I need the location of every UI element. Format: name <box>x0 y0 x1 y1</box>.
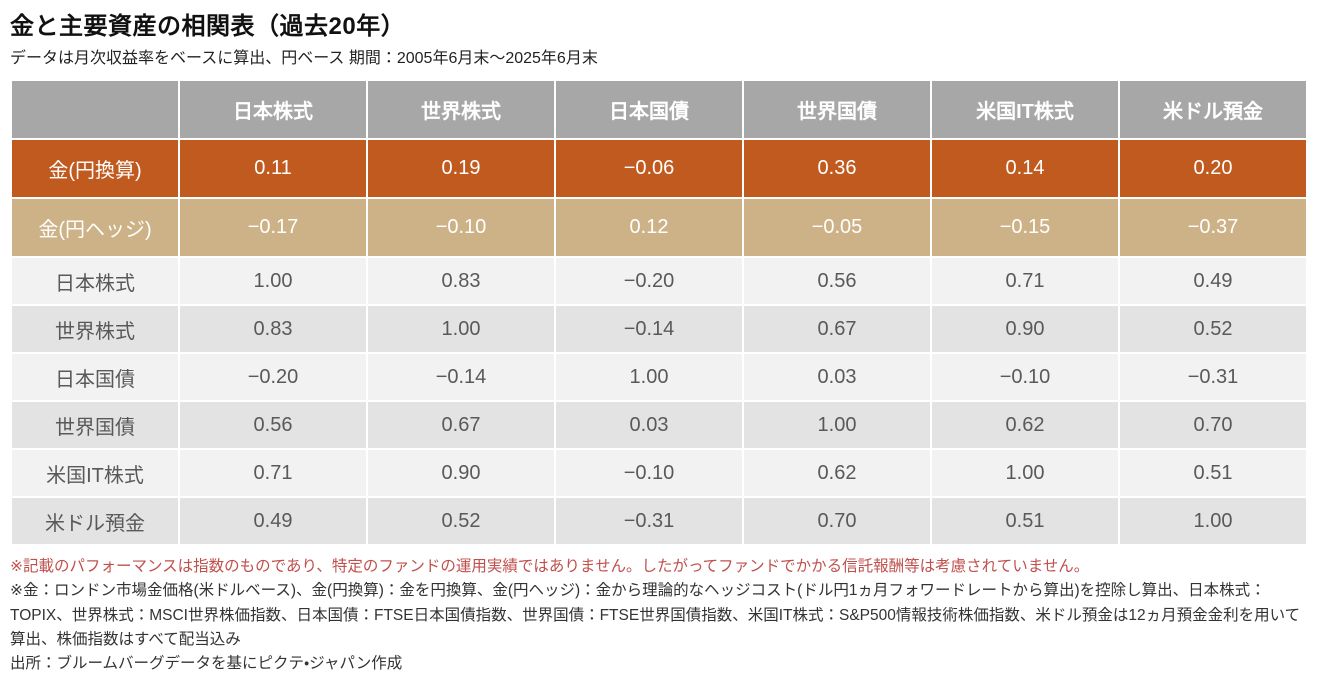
page-title: 金と主要資産の相関表（過去20年） <box>10 13 406 40</box>
column-header: 米国IT株式 <box>930 79 1120 140</box>
correlation-cell: 0.70 <box>742 496 932 546</box>
correlation-cell: 0.49 <box>178 496 368 546</box>
correlation-table: 日本株式 世界株式 日本国債 世界国債 米国IT株式 米ドル預金 金(円換算) 0.11 0.… <box>10 79 1308 546</box>
source-note: 出所：ブルームバーグデータを基にピクテ・ジャパン作成 <box>10 655 403 673</box>
correlation-cell: 0.36 <box>742 138 932 199</box>
correlation-cell: 1.00 <box>930 448 1120 498</box>
correlation-cell: 1.00 <box>1118 496 1308 546</box>
column-header: 世界株式 <box>366 79 556 140</box>
correlation-cell: 0.52 <box>366 496 556 546</box>
table-row: 世界国債 0.56 0.67 0.03 1.00 0.62 0.70 <box>10 400 1308 450</box>
correlation-cell: 1.00 <box>366 304 556 354</box>
correlation-cell: 0.19 <box>366 138 556 199</box>
row-label: 金(円換算) <box>10 138 180 199</box>
correlation-cell: 0.83 <box>366 256 556 306</box>
correlation-cell: −0.14 <box>554 304 744 354</box>
corner-cell <box>10 79 180 140</box>
correlation-cell: 0.90 <box>930 304 1120 354</box>
correlation-cell: −0.31 <box>554 496 744 546</box>
table-row: 金(円換算) 0.11 0.19 −0.06 0.36 0.14 0.20 <box>10 138 1308 199</box>
correlation-cell: 0.62 <box>742 448 932 498</box>
page: 金と主要資産の相関表（過去20年） データは月次収益率をベースに算出、円ベース … <box>10 13 1310 677</box>
correlation-cell: −0.37 <box>1118 197 1308 258</box>
correlation-cell: 1.00 <box>178 256 368 306</box>
row-label: 米国IT株式 <box>10 448 180 498</box>
correlation-cell: −0.31 <box>1118 352 1308 402</box>
correlation-cell: 0.12 <box>554 197 744 258</box>
page-subtitle: データは月次収益率をベースに算出、円ベース 期間：2005年6月末～2025年6… <box>10 50 598 67</box>
correlation-cell: 0.90 <box>366 448 556 498</box>
table-row: 米ドル預金 0.49 0.52 −0.31 0.70 0.51 1.00 <box>10 496 1308 546</box>
row-label: 世界国債 <box>10 400 180 450</box>
table-body: 金(円換算) 0.11 0.19 −0.06 0.36 0.14 0.20 金(円ヘッジ) −0… <box>10 138 1308 546</box>
correlation-cell: 0.20 <box>1118 138 1308 199</box>
correlation-cell: 0.49 <box>1118 256 1308 306</box>
disclaimer-note: ※記載のパフォーマンスは指数のものであり、特定のファンドの運用実績ではありません… <box>10 558 1090 575</box>
correlation-cell: 1.00 <box>742 400 932 450</box>
row-label: 日本国債 <box>10 352 180 402</box>
correlation-cell: 0.03 <box>742 352 932 402</box>
correlation-cell: −0.06 <box>554 138 744 199</box>
correlation-cell: 0.67 <box>366 400 556 450</box>
correlation-cell: 0.56 <box>742 256 932 306</box>
row-label: 世界株式 <box>10 304 180 354</box>
correlation-cell: −0.20 <box>178 352 368 402</box>
correlation-cell: −0.17 <box>178 197 368 258</box>
correlation-cell: 0.56 <box>178 400 368 450</box>
column-header: 日本国債 <box>554 79 744 140</box>
correlation-cell: 0.51 <box>930 496 1120 546</box>
table-row: 米国IT株式 0.71 0.90 −0.10 0.62 1.00 0.51 <box>10 448 1308 498</box>
correlation-cell: 0.03 <box>554 400 744 450</box>
correlation-cell: 0.71 <box>930 256 1120 306</box>
correlation-cell: −0.10 <box>366 197 556 258</box>
table-header: 日本株式 世界株式 日本国債 世界国債 米国IT株式 米ドル預金 <box>10 79 1308 140</box>
correlation-cell: −0.10 <box>930 352 1120 402</box>
footnotes: ※記載のパフォーマンスは指数のものであり、特定のファンドの運用実績ではありません… <box>10 555 1310 677</box>
table-row: 金(円ヘッジ) −0.17 −0.10 0.12 −0.05 −0.15 −0.37 <box>10 197 1308 258</box>
correlation-cell: −0.05 <box>742 197 932 258</box>
correlation-cell: 0.83 <box>178 304 368 354</box>
row-label: 金(円ヘッジ) <box>10 197 180 258</box>
correlation-cell: 0.67 <box>742 304 932 354</box>
correlation-cell: 0.70 <box>1118 400 1308 450</box>
row-label: 日本株式 <box>10 256 180 306</box>
header-row: 日本株式 世界株式 日本国債 世界国債 米国IT株式 米ドル預金 <box>10 79 1308 140</box>
column-header: 日本株式 <box>178 79 368 140</box>
definitions-note: ※金：ロンドン市場金価格(米ドルベース)、金(円換算)：金を円換算、金(円ヘッジ… <box>10 582 1301 648</box>
correlation-cell: 0.52 <box>1118 304 1308 354</box>
correlation-cell: −0.10 <box>554 448 744 498</box>
row-label: 米ドル預金 <box>10 496 180 546</box>
correlation-cell: 0.14 <box>930 138 1120 199</box>
column-header: 米ドル預金 <box>1118 79 1308 140</box>
correlation-cell: −0.20 <box>554 256 744 306</box>
correlation-cell: 0.71 <box>178 448 368 498</box>
correlation-cell: 0.11 <box>178 138 368 199</box>
table-row: 世界株式 0.83 1.00 −0.14 0.67 0.90 0.52 <box>10 304 1308 354</box>
correlation-cell: 0.62 <box>930 400 1120 450</box>
correlation-cell: 1.00 <box>554 352 744 402</box>
table-row: 日本国債 −0.20 −0.14 1.00 0.03 −0.10 −0.31 <box>10 352 1308 402</box>
correlation-cell: 0.51 <box>1118 448 1308 498</box>
correlation-cell: −0.14 <box>366 352 556 402</box>
column-header: 世界国債 <box>742 79 932 140</box>
correlation-cell: −0.15 <box>930 197 1120 258</box>
table-row: 日本株式 1.00 0.83 −0.20 0.56 0.71 0.49 <box>10 256 1308 306</box>
